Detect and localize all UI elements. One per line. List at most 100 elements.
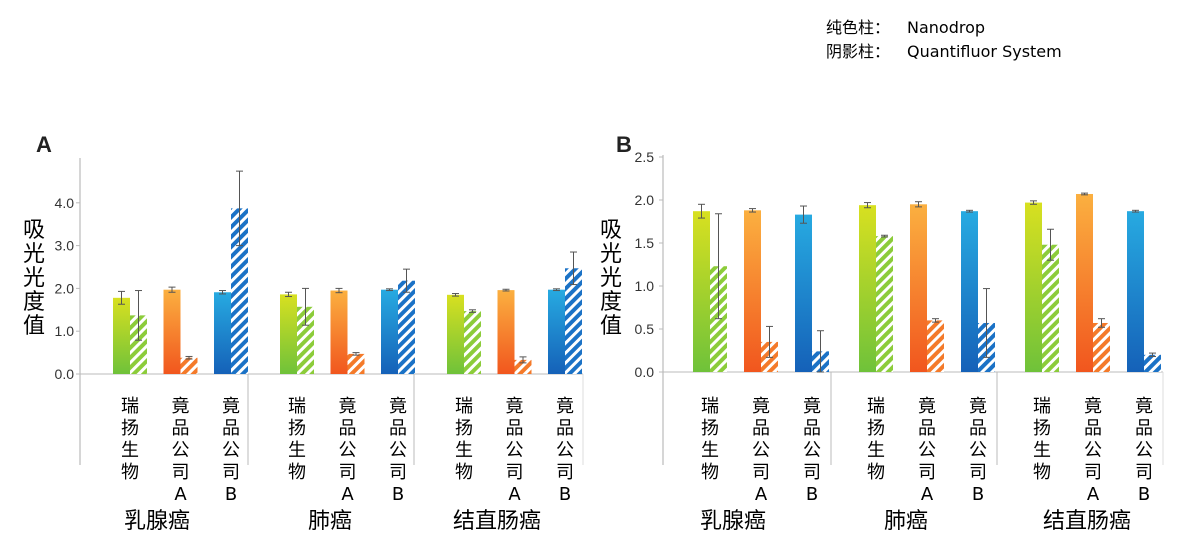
category-label-char: 公	[339, 440, 357, 461]
category-label-char: 生	[701, 440, 719, 461]
category-label-char: 品	[1084, 418, 1102, 439]
bar-a-hatched-ruiyang-g3	[464, 311, 481, 374]
category-label-char: 司	[1084, 462, 1102, 483]
category-label: 竟品公司 B	[803, 396, 821, 505]
category-label-char: 品	[389, 418, 407, 439]
category-label-char: 扬	[121, 418, 139, 439]
error-bar	[1098, 318, 1105, 328]
category-label-char: 司	[969, 462, 987, 483]
y-tick-label: 2.0	[635, 192, 655, 208]
y-tick-label: 3.0	[55, 238, 75, 254]
category-label: 瑞扬生物	[1033, 396, 1051, 483]
error-bar	[715, 213, 722, 320]
bar-b-hatched-ruiyang-g3	[1042, 244, 1059, 372]
y-axis-label-char: 值	[23, 314, 45, 339]
bar-b-hatched-competitor-b-g3	[1144, 354, 1161, 372]
bar-a-solid-ruiyang-g3	[447, 294, 464, 374]
error-bar	[452, 293, 459, 297]
bar-a-hatched-ruiyang-g2	[297, 306, 314, 374]
y-axis-label-char: 值	[600, 314, 622, 339]
y-tick-label: 1.0	[55, 323, 75, 339]
bar-a-hatched-competitor-b-g1	[231, 208, 248, 374]
category-label-char: 司	[918, 462, 936, 483]
y-tick-label: 2.0	[55, 280, 75, 296]
category-label-char: 公	[556, 440, 574, 461]
category-label-char: 竟	[222, 396, 240, 417]
group-label: 乳腺癌	[124, 509, 190, 534]
error-bar	[519, 356, 527, 364]
group-label: 结直肠癌	[453, 509, 541, 534]
y-axis-label-char: 吸	[23, 218, 45, 243]
category-label-char: 公	[803, 440, 821, 461]
category-label-char: 司	[172, 462, 190, 483]
category-label: 竟品公司 B	[969, 396, 987, 505]
category-label-char: 品	[506, 418, 524, 439]
bar-a-solid-ruiyang-g1	[113, 297, 130, 374]
bar-a-hatched-competitor-b-g2	[398, 280, 415, 374]
bar-b-hatched-ruiyang-g2	[876, 236, 893, 372]
category-label-char: 品	[339, 418, 357, 439]
bar-b-solid-competitor-a-g1	[744, 210, 761, 372]
error-bar	[915, 201, 922, 208]
category-label-char: 物	[867, 462, 885, 483]
category-label-char: A	[755, 484, 768, 505]
category-label-char: 司	[389, 462, 407, 483]
category-label-char: 生	[867, 440, 885, 461]
error-bar	[766, 325, 773, 358]
bar-b-solid-competitor-a-g2	[910, 204, 927, 372]
category-label-char: 物	[1033, 462, 1051, 483]
category-label-char: 扬	[701, 418, 719, 439]
category-label-char: 扬	[867, 418, 885, 439]
bar-a-solid-ruiyang-g2	[280, 294, 297, 374]
category-label-char: 司	[752, 462, 770, 483]
category-label-char: 竟	[1135, 396, 1153, 417]
category-label-char: 物	[121, 462, 139, 483]
error-bar	[698, 203, 705, 219]
category-label: 竟品公司 A	[172, 396, 190, 505]
group-label: 肺癌	[884, 509, 928, 534]
category-label-char: 扬	[288, 418, 306, 439]
error-bar	[285, 291, 292, 298]
category-label-char: 扬	[1033, 418, 1051, 439]
error-bar	[185, 355, 193, 360]
bar-b-solid-competitor-b-g1	[795, 214, 812, 372]
category-label-char: A	[341, 484, 354, 505]
bar-b-hatched-competitor-a-g2	[927, 320, 944, 372]
category-label: 瑞扬生物	[288, 396, 306, 483]
y-tick-label: 0.0	[55, 366, 75, 382]
category-label-char: 竟	[1084, 396, 1102, 417]
error-bar	[469, 309, 476, 313]
bar-b-solid-competitor-b-g2	[961, 211, 978, 372]
legend: 纯色柱： Nanodrop 阴影柱： Quantifluor System	[826, 18, 1062, 61]
category-label-char: 生	[1033, 440, 1051, 461]
bar-b-hatched-competitor-a-g3	[1093, 322, 1110, 372]
category-label: 竟品公司 B	[1135, 396, 1153, 505]
category-label-char: 瑞	[867, 396, 885, 417]
category-label-char: B	[392, 484, 404, 505]
y-axis-label-char: 吸	[600, 218, 622, 243]
category-label-char: 瑞	[1033, 396, 1051, 417]
category-label-char: 竟	[918, 396, 936, 417]
group-label: 乳腺癌	[700, 509, 766, 534]
category-label-char: 竟	[506, 396, 524, 417]
bar-a-solid-competitor-a-g1	[163, 289, 181, 374]
category-label-char: 品	[1135, 418, 1153, 439]
error-bar	[570, 251, 577, 286]
y-tick-label: 0.0	[635, 364, 655, 380]
category-label-char: 司	[222, 462, 240, 483]
category-label-char: A	[508, 484, 521, 505]
bar-a-hatched-competitor-a-g3	[514, 359, 532, 374]
error-bar	[817, 330, 824, 373]
bar-a-solid-competitor-b-g1	[214, 292, 231, 374]
bar-a-solid-competitor-b-g3	[548, 289, 565, 374]
error-bar	[302, 287, 309, 326]
category-label-char: 物	[701, 462, 719, 483]
category-label-char: B	[225, 484, 237, 505]
category-label: 竟品公司 A	[1084, 396, 1102, 505]
panel-letter: A	[36, 132, 52, 157]
error-bar	[1081, 192, 1088, 196]
category-label-char: 瑞	[121, 396, 139, 417]
bar-a-hatched-competitor-a-g2	[347, 353, 365, 374]
